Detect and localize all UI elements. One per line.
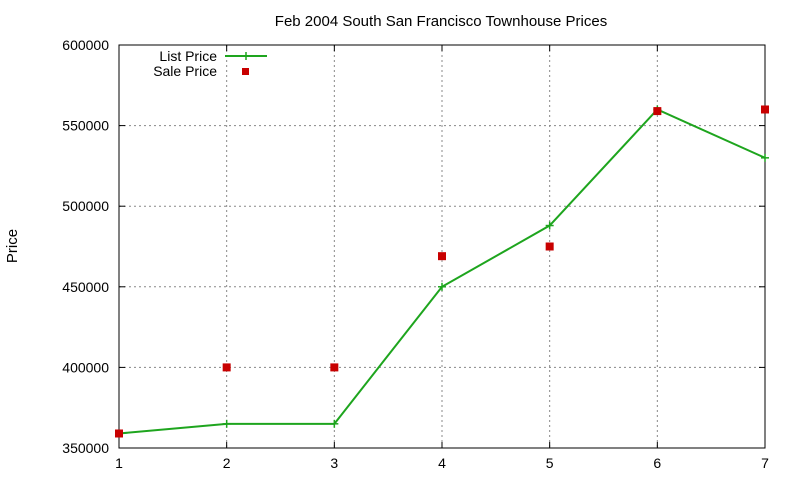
chart-title: Feb 2004 South San Francisco Townhouse P…	[275, 13, 607, 30]
y-tick-label: 350000	[62, 440, 109, 456]
series-layer	[115, 105, 769, 438]
sale-price-point	[761, 105, 769, 114]
list-price-point	[438, 282, 446, 291]
legend-label-list-price: List Price	[159, 48, 217, 64]
x-tick-label: 4	[438, 455, 446, 471]
x-tick-label: 5	[546, 455, 554, 471]
sale-price-point	[653, 107, 662, 116]
x-tick-label: 1	[115, 455, 123, 471]
y-tick-label: 400000	[62, 359, 109, 375]
sale-price-point	[330, 363, 339, 372]
x-tick-label: 2	[223, 455, 231, 471]
x-tick-label: 3	[330, 455, 338, 471]
legend: List Price Sale Price	[153, 48, 267, 79]
list-price-point	[222, 419, 231, 428]
y-tick-label: 500000	[62, 198, 109, 214]
y-axis-label: Price	[4, 229, 21, 263]
legend-label-sale-price: Sale Price	[153, 63, 217, 79]
list-price-point	[330, 419, 339, 428]
x-tick-label: 6	[653, 455, 661, 471]
sale-price-point	[545, 242, 554, 251]
sale-price-point	[438, 252, 446, 261]
list-price-point	[545, 221, 554, 230]
sale-price-point	[222, 363, 231, 372]
legend-marker-sale-price	[242, 68, 249, 75]
gridlines	[119, 45, 765, 448]
sale-price-point	[115, 429, 123, 438]
y-tick-label: 450000	[62, 279, 109, 295]
y-tick-label: 550000	[62, 118, 109, 134]
ticks: 1 2 3 4 5 6 7 350000 400000 450000 500000 550000 600…	[62, 37, 769, 471]
legend-plus	[242, 52, 250, 60]
x-tick-label: 7	[761, 455, 769, 471]
legend-marker-list-price	[242, 52, 250, 60]
list-price-point	[761, 153, 769, 162]
y-tick-label: 600000	[62, 37, 109, 53]
